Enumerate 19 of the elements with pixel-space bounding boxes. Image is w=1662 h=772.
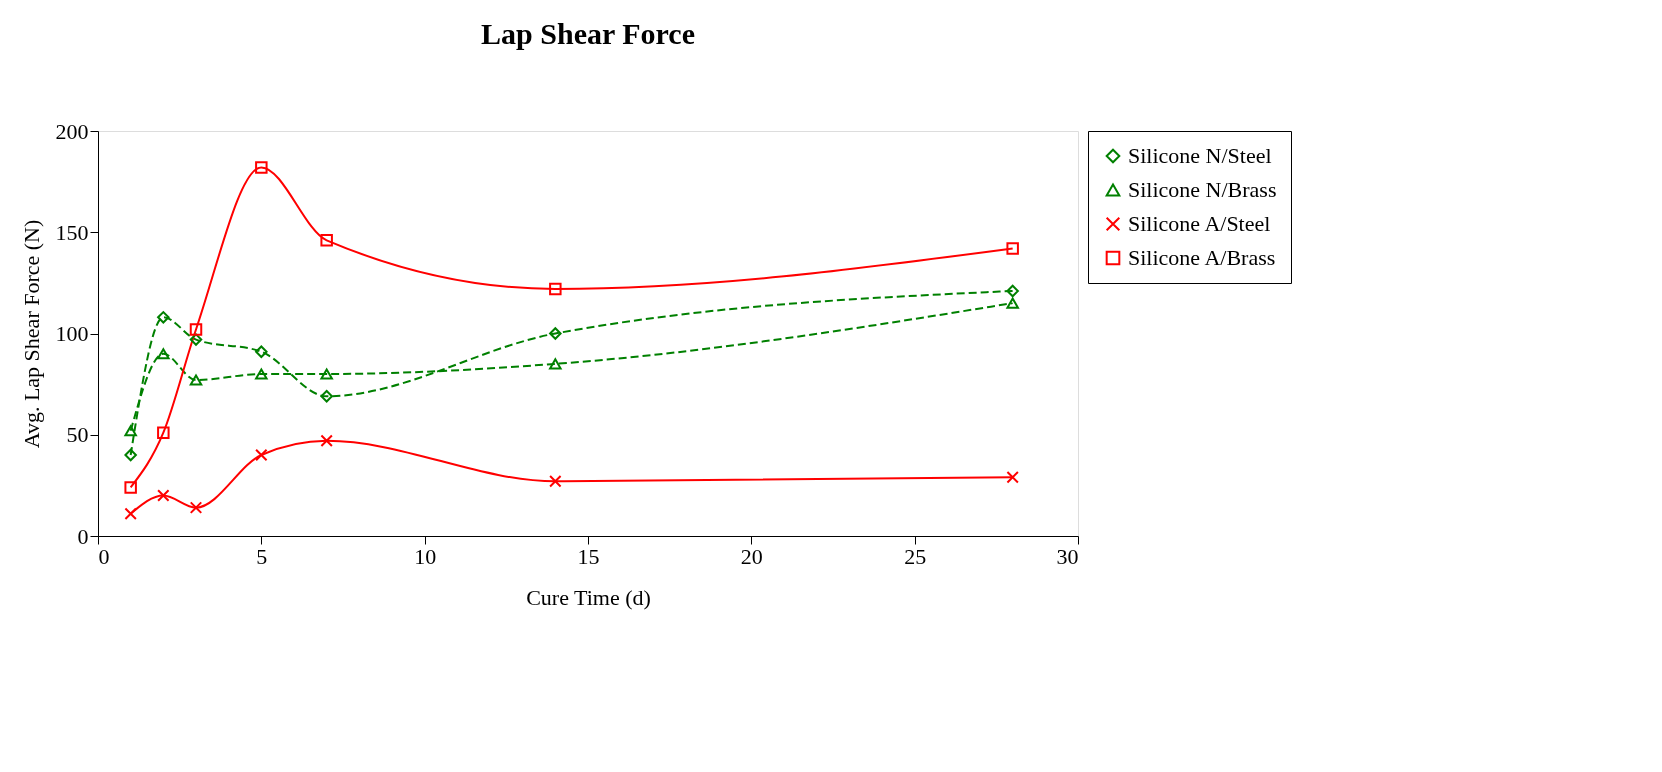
- y-tick-label: 150: [55, 219, 89, 245]
- x-tick-label: 10: [414, 543, 437, 569]
- x-tick-label: 5: [256, 543, 268, 569]
- x-tick-label: 15: [577, 543, 600, 569]
- x-tick-label: 0: [98, 543, 110, 569]
- legend-label: Silicone N/Brass: [1128, 177, 1277, 202]
- x-tick-label: 30: [1056, 543, 1079, 569]
- x-tick-label: 20: [740, 543, 763, 569]
- x-axis-title: Cure Time (d): [526, 584, 651, 610]
- x-tick-label: 25: [904, 543, 927, 569]
- chart-title: Lap Shear Force: [481, 17, 695, 50]
- y-axis-title: Avg. Lap Shear Force (N): [18, 219, 44, 449]
- y-tick-label: 200: [55, 118, 89, 144]
- y-tick-label: 0: [77, 523, 89, 549]
- legend-label: Silicone N/Steel: [1128, 143, 1272, 168]
- legend-label: Silicone A/Brass: [1128, 245, 1276, 270]
- y-tick-label: 50: [66, 422, 89, 448]
- legend-label: Silicone A/Steel: [1128, 211, 1271, 236]
- y-tick-label: 100: [55, 321, 89, 346]
